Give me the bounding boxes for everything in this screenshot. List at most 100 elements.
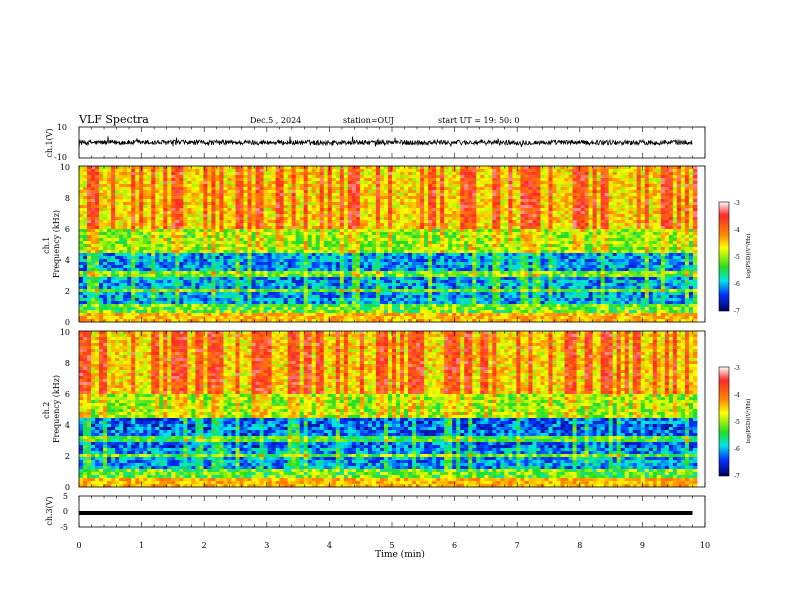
spec1-cell (384, 262, 388, 265)
spec1-cell (111, 250, 115, 253)
spec1-cell (191, 220, 195, 223)
spec1-cell (452, 289, 456, 292)
spec1-cell (139, 211, 143, 214)
spec1-cell (207, 235, 211, 238)
spec1-cell (191, 253, 195, 256)
spec1-cell (332, 193, 336, 196)
spec1-cell (91, 190, 95, 193)
spec1-cell (376, 223, 380, 226)
spec1-cell (284, 289, 288, 292)
spec1-cell (352, 169, 356, 172)
spec1-cell (408, 184, 412, 187)
spec1-cell (320, 271, 324, 274)
spec1-cell (240, 241, 244, 244)
spec1-cell (199, 247, 203, 250)
spec1-cell (324, 283, 328, 286)
spec1-cell (436, 316, 440, 319)
spec1-cell (432, 223, 436, 226)
spec1-cell (211, 271, 215, 274)
spec1-cell (412, 172, 416, 175)
spec1-cell (260, 262, 264, 265)
spec1-cell (87, 199, 91, 202)
spec1-cell (260, 256, 264, 259)
spec1-cell (364, 277, 368, 280)
spec1-cell (260, 289, 264, 292)
spec1-cell (288, 256, 292, 259)
spec1-cell (312, 313, 316, 316)
spec1-cell (252, 223, 256, 226)
spec1-cell (328, 217, 332, 220)
spec1-cell (440, 253, 444, 256)
spec1-cell (444, 250, 448, 253)
spec1-cell (231, 244, 235, 247)
spec1-cell (428, 283, 432, 286)
spec1-cell (436, 190, 440, 193)
spec1-cell (119, 172, 123, 175)
spec1-cell (107, 253, 111, 256)
spec1-cell (147, 244, 151, 247)
spec1-cell (147, 175, 151, 178)
spec1-cell (396, 265, 400, 268)
spec1-cell (107, 202, 111, 205)
spec1-cell (340, 289, 344, 292)
spec1-cell (183, 172, 187, 175)
spec1-cell (99, 202, 103, 205)
spec1-cell (244, 187, 248, 190)
spec1-cell (336, 250, 340, 253)
spec1-cell (135, 241, 139, 244)
spec1-cell (252, 253, 256, 256)
spec1-cell (175, 226, 179, 229)
spec1-cell (151, 205, 155, 208)
spec1-cell (312, 193, 316, 196)
spec1-cell (364, 244, 368, 247)
spec1-cell (115, 292, 119, 295)
spec1-cell (320, 196, 324, 199)
spec1-cell (352, 232, 356, 235)
spec1-cell (272, 316, 276, 319)
spec1-cell (240, 253, 244, 256)
spec1-cell (412, 229, 416, 232)
spec1-cell (284, 298, 288, 301)
spec1-cell (256, 265, 260, 268)
spec1-cell (215, 283, 219, 286)
spec1-cell (191, 292, 195, 295)
spec1-cell (376, 211, 380, 214)
spec1-cell (131, 307, 135, 310)
spec1-cell (328, 256, 332, 259)
spec1-cell (236, 217, 240, 220)
spec1-cell (179, 172, 183, 175)
spec1-cell (428, 169, 432, 172)
spec1-cell (300, 232, 304, 235)
spec1-cell (111, 265, 115, 268)
spec1-cell (131, 217, 135, 220)
spec1-cell (328, 301, 332, 304)
spec1-cell (256, 199, 260, 202)
spec1-cell (452, 181, 456, 184)
spec1-cell (272, 229, 276, 232)
spec1-cell (284, 172, 288, 175)
spec1-cell (195, 259, 199, 262)
spec1-cell (195, 241, 199, 244)
spec1-cell (203, 232, 207, 235)
spec1-cell (223, 220, 227, 223)
spec1-cell (135, 208, 139, 211)
spec1-cell (308, 241, 312, 244)
spec1-cell (300, 259, 304, 262)
spec1-cell (223, 169, 227, 172)
spec1-cell (284, 175, 288, 178)
spec1-cell (320, 202, 324, 205)
spec1-cell (300, 238, 304, 241)
spec1-cell (340, 268, 344, 271)
spec1-cell (320, 193, 324, 196)
spec1-cell (416, 190, 420, 193)
spec1-cell (308, 211, 312, 214)
spec1-cell (223, 289, 227, 292)
spec1-cell (356, 211, 360, 214)
spec1-cell (348, 229, 352, 232)
spec1-cell (167, 280, 171, 283)
spec1-cell (240, 178, 244, 181)
spec1-cell (87, 253, 91, 256)
spec1-cell (424, 253, 428, 256)
spec1-cell (199, 244, 203, 247)
spec1-cell (428, 295, 432, 298)
